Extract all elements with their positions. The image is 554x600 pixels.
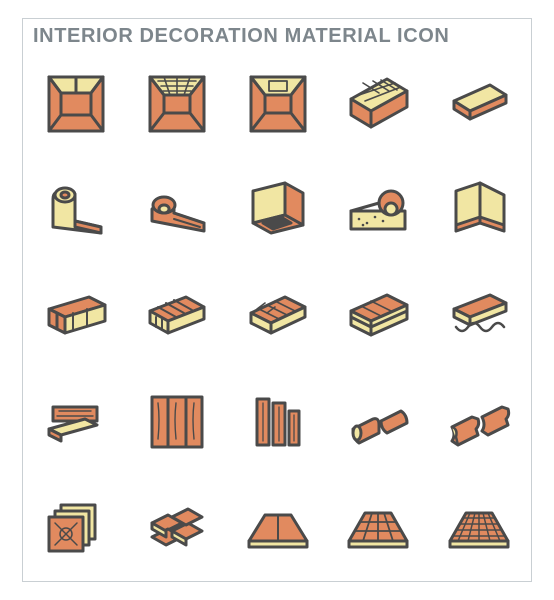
vinyl-roll-icon	[37, 171, 115, 249]
ceiling-tile-icon	[440, 65, 518, 143]
floor-large-tile-icon	[339, 489, 417, 567]
icon-set-title: INTERIOR DECORATION MATERIAL ICON	[33, 25, 521, 48]
wood-boards-icon	[37, 383, 115, 461]
icon-grid	[37, 65, 519, 567]
paver-tiles-icon	[138, 489, 216, 567]
suspended-ceiling-icon	[339, 65, 417, 143]
ceiling-coffer-icon	[37, 65, 115, 143]
ceiling-grid-room-icon	[138, 65, 216, 143]
ceiling-panel-room-icon	[239, 65, 317, 143]
wood-planks-icon	[239, 383, 317, 461]
floor-plain-icon	[239, 489, 317, 567]
floor-small-tile-icon	[440, 489, 518, 567]
wood-panel-icon	[138, 383, 216, 461]
carpet-roll-icon	[138, 171, 216, 249]
underlay-corner-icon	[239, 171, 317, 249]
pallet-floor-icon	[138, 277, 216, 355]
icon-set-frame: INTERIOR DECORATION MATERIAL ICON	[22, 18, 532, 582]
tile-samples-icon	[37, 489, 115, 567]
radiant-floor-icon	[440, 277, 518, 355]
wall-corner-trim-icon	[440, 171, 518, 249]
molding-ogee-icon	[440, 383, 518, 461]
parquet-layers-icon	[239, 277, 317, 355]
molding-round-icon	[339, 383, 417, 461]
insulation-roll-icon	[339, 171, 417, 249]
joist-floor-icon	[37, 277, 115, 355]
floor-section-icon	[339, 277, 417, 355]
